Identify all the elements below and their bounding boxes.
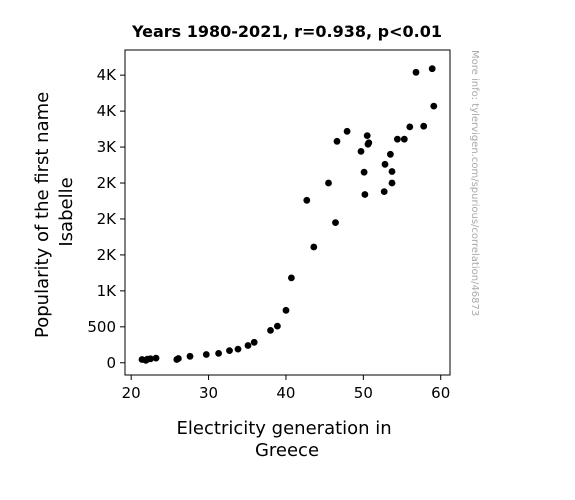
y-tick-label: 0 <box>106 354 116 372</box>
data-point <box>343 127 351 135</box>
data-point <box>420 122 428 130</box>
data-point <box>406 123 414 131</box>
data-point <box>363 132 371 140</box>
x-axis: 20 30 40 50 60 <box>122 375 450 402</box>
x-tick-label: 20 <box>122 384 141 402</box>
chart-title: Years 1980-2021, r=0.938, p<0.01 <box>131 22 442 41</box>
data-point <box>202 351 210 358</box>
data-point <box>325 179 332 187</box>
y-tick-label: 4K <box>97 102 118 120</box>
y-axis-label-line-1: Popularity of the first name <box>32 92 53 338</box>
data-point <box>381 160 389 168</box>
x-tick-label: 50 <box>354 384 373 402</box>
data-point <box>361 191 369 198</box>
y-tick-label: 2K <box>97 210 118 228</box>
plot-area <box>124 49 451 376</box>
data-point <box>332 219 339 227</box>
data-point <box>394 135 401 143</box>
data-point <box>234 345 242 353</box>
x-tick-label: 40 <box>276 384 295 402</box>
data-point <box>430 102 438 110</box>
data-point <box>388 179 396 187</box>
data-point <box>250 338 258 346</box>
data-point <box>152 354 160 362</box>
y-tick-label: 1K <box>97 282 118 300</box>
data-point <box>244 342 252 349</box>
y-tick-label: 4K <box>97 66 118 84</box>
data-point <box>388 168 396 175</box>
y-tick-label: 2K <box>97 246 118 264</box>
x-tick-label: 60 <box>431 384 450 402</box>
data-point <box>428 65 436 73</box>
y-axis: 0 500 1K 2K 2K 2K 3K 4K 4K <box>87 66 125 372</box>
data-point <box>147 355 154 363</box>
x-tick-label: 30 <box>199 384 218 402</box>
data-point <box>186 352 194 360</box>
data-point <box>380 188 388 196</box>
data-point <box>267 327 274 334</box>
x-axis-label-line-1: Electricity generation in <box>177 418 392 439</box>
data-point <box>357 148 365 155</box>
data-point <box>310 243 318 251</box>
data-point <box>274 322 281 330</box>
y-axis-label-line-2: Isabelle <box>56 177 77 246</box>
x-axis-label-line-2: Greece <box>255 440 319 461</box>
data-point <box>365 139 373 147</box>
data-point <box>215 350 223 357</box>
data-point <box>360 168 368 176</box>
data-point <box>226 347 233 354</box>
y-tick-label: 2K <box>97 174 118 192</box>
data-point <box>387 150 394 158</box>
y-tick-label: 500 <box>87 318 116 336</box>
y-axis-label: Popularity of the first name Isabelle <box>32 86 77 338</box>
x-axis-label: Electricity generation in Greece <box>177 418 398 461</box>
data-point <box>400 135 408 143</box>
y-tick-label: 3K <box>97 138 118 156</box>
data-point <box>282 306 290 314</box>
data-points <box>138 65 438 364</box>
data-point <box>303 196 311 204</box>
plot-frame <box>124 49 451 376</box>
data-point <box>333 137 341 145</box>
source-watermark: More info: tylervigen.com/spurious/corre… <box>469 50 480 316</box>
data-point <box>288 274 295 282</box>
data-point <box>175 355 182 362</box>
data-point <box>412 68 420 76</box>
